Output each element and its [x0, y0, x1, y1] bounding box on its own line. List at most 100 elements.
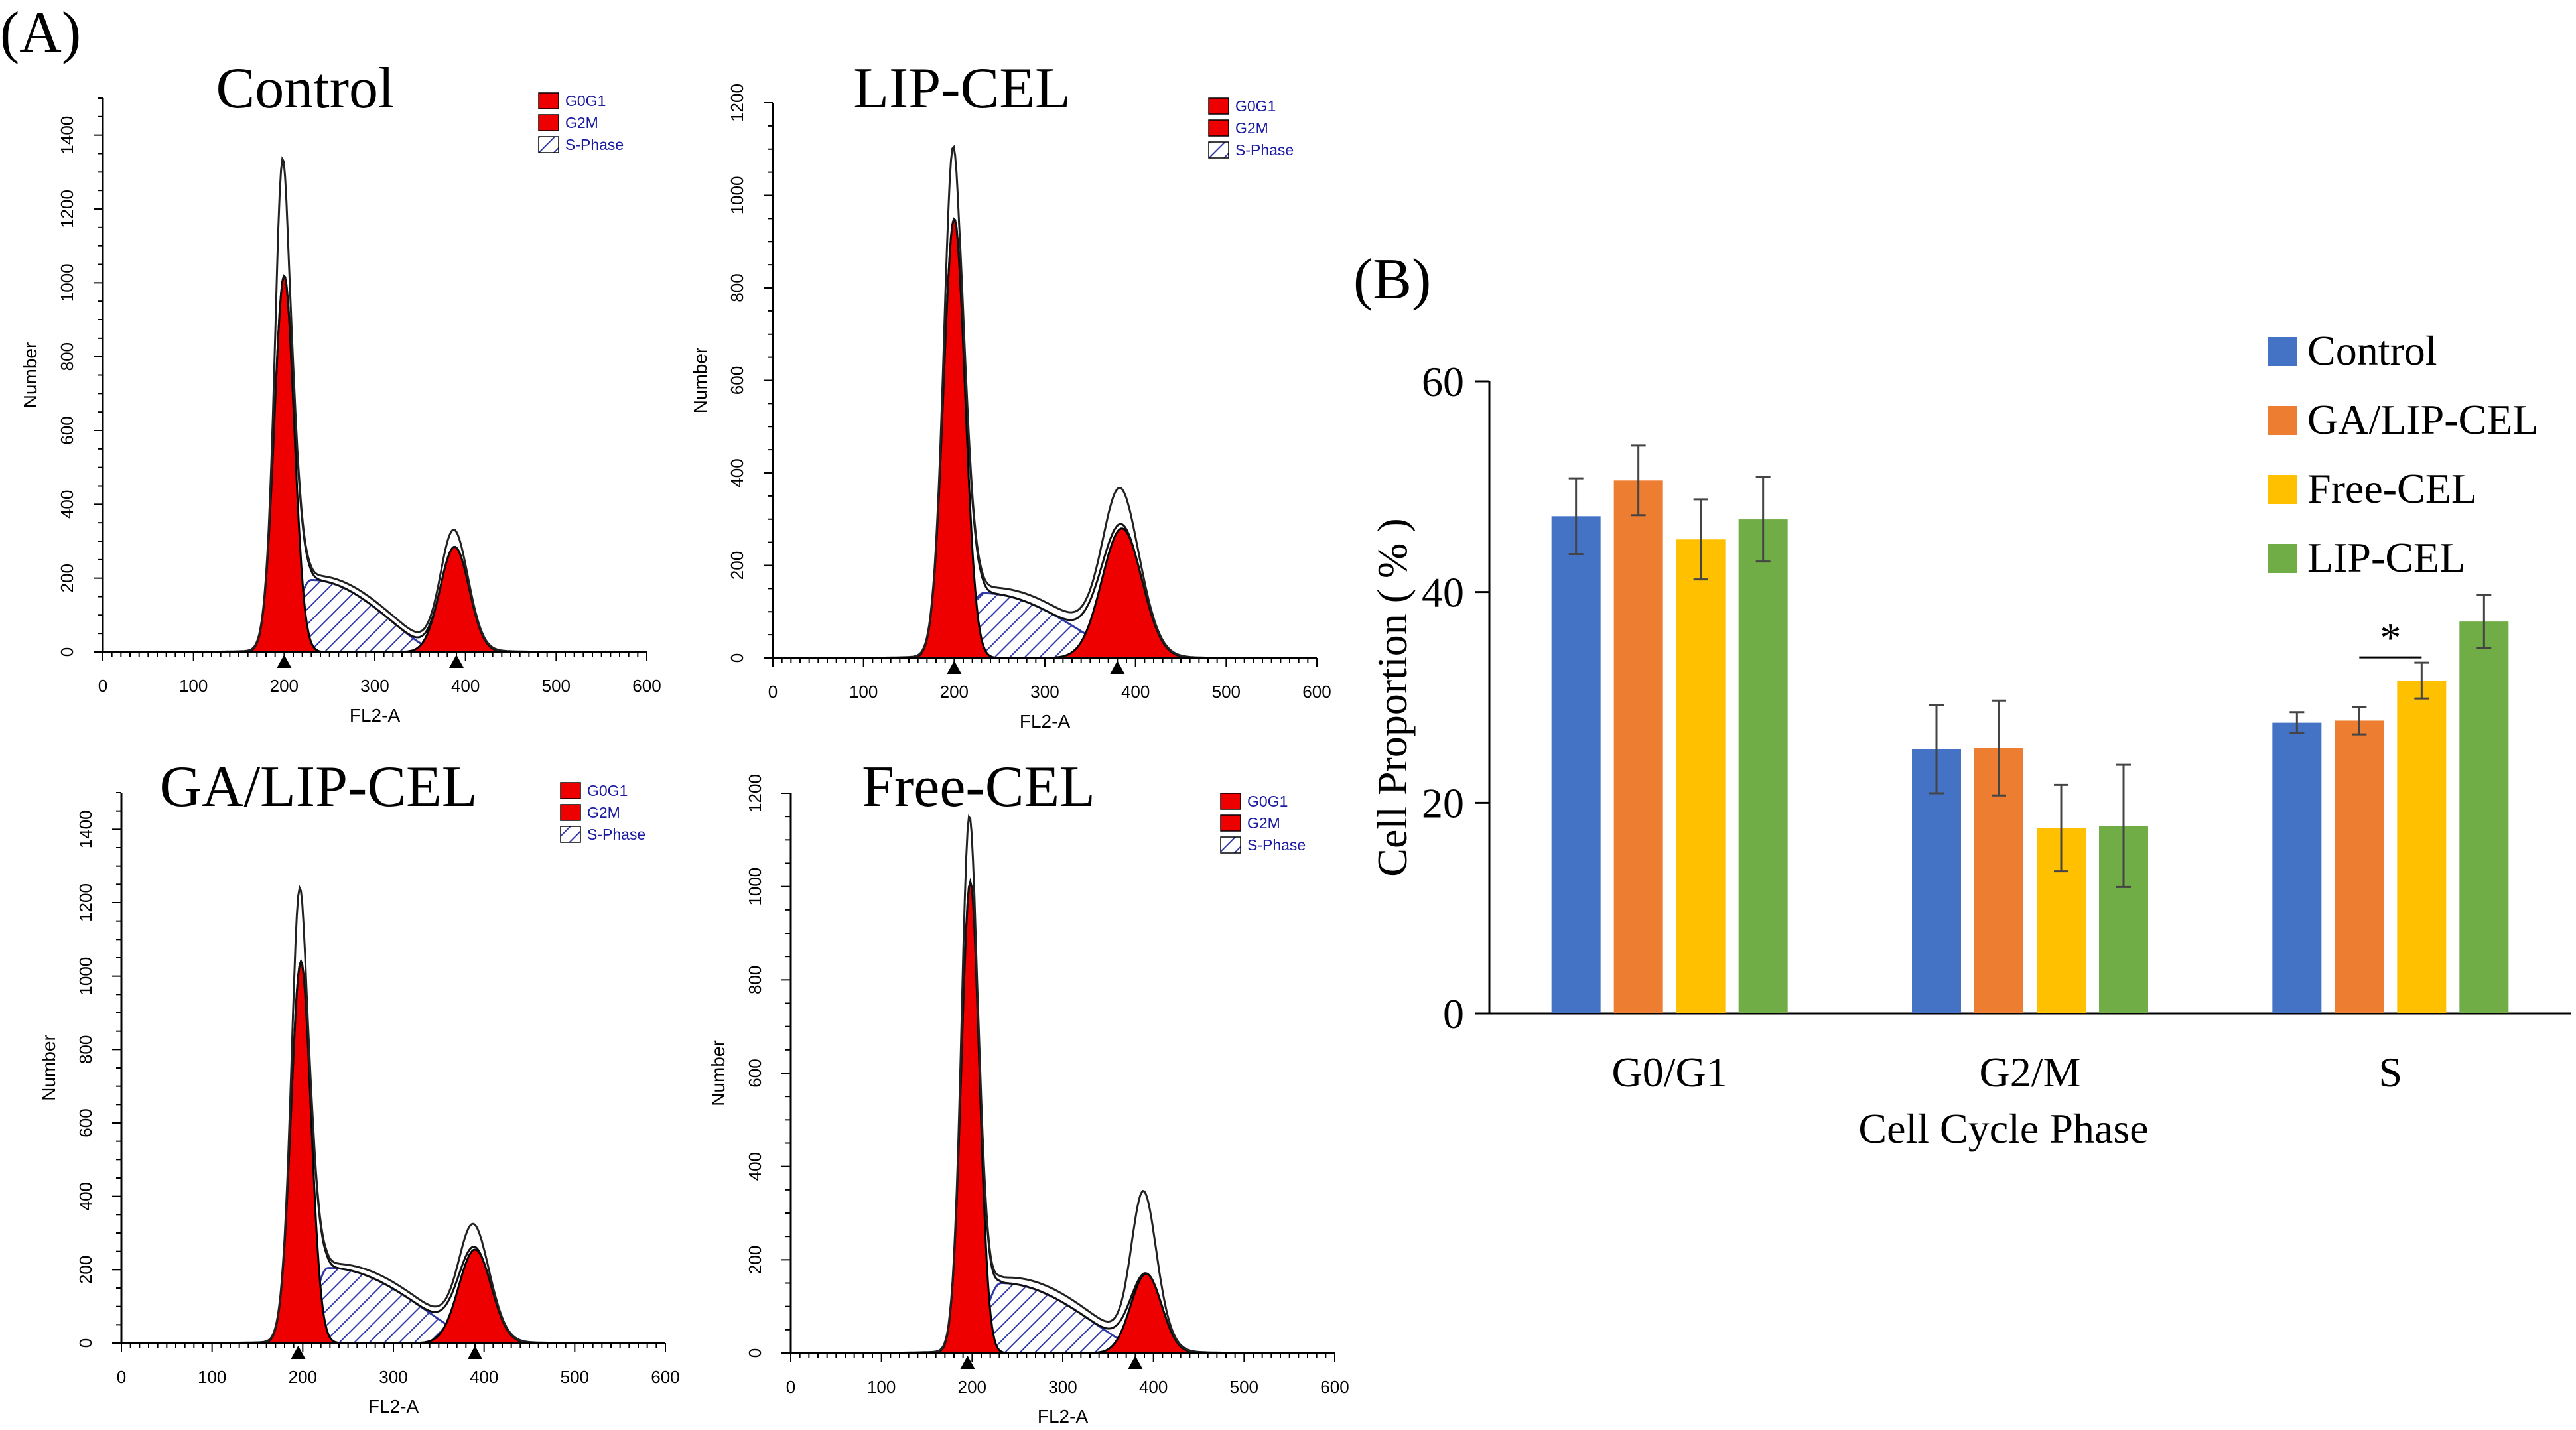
bar-y-tick-label: 40 — [1422, 569, 1464, 616]
gate-marker-icon — [277, 655, 292, 668]
y-tick-label: 400 — [57, 490, 77, 519]
x-tick-label: 400 — [1121, 682, 1150, 702]
histogram-title: Control — [216, 56, 395, 121]
histogram-lip-cel: 0 100 200 300 400 500 600 0 200 400 600 800 1000 1200… — [690, 56, 1331, 732]
gate-marker-icon — [468, 1346, 482, 1359]
g0g1-peak — [212, 274, 647, 653]
bar-lip-cel-s — [2459, 621, 2509, 1013]
bar-y-tick-label: 20 — [1422, 779, 1464, 826]
x-tick-label: 300 — [360, 676, 389, 696]
y-tick-label: 200 — [727, 551, 747, 580]
error-bar — [1992, 699, 2006, 797]
gate-marker-icon — [1110, 661, 1125, 674]
y-tick-label: 0 — [57, 647, 77, 657]
legend-swatch-s-phase — [1220, 836, 1241, 854]
bar-ga-lip-cel-g0-g1 — [1613, 480, 1663, 1013]
y-tick-label: 400 — [76, 1182, 96, 1210]
x-tick-label: 0 — [98, 676, 107, 696]
legend-swatch-control — [2268, 337, 2297, 366]
y-tick-label: 1000 — [76, 957, 96, 996]
legend-label-g0g1: G0G1 — [587, 782, 628, 799]
x-tick-label: 300 — [1048, 1377, 1077, 1397]
category-label-g2-m: G2/M — [1980, 1049, 2081, 1096]
legend-swatch-s-phase — [1208, 141, 1229, 159]
y-tick-label: 600 — [76, 1108, 96, 1137]
bar-control-g0-g1 — [1551, 516, 1601, 1013]
x-tick-label: 100 — [179, 676, 208, 696]
legend-swatch-ga-lip-cel — [2268, 406, 2297, 435]
x-tick-label: 100 — [198, 1367, 226, 1387]
panel-label-a: (A) — [0, 1, 81, 65]
histogram-ga-lip-cel: 0 100 200 300 400 500 600 0 200 400 600 800 1000 1200… — [38, 755, 680, 1417]
legend-label-g0g1: G0G1 — [1235, 98, 1276, 115]
legend-swatch-g2m — [1208, 119, 1229, 137]
error-bar — [2476, 594, 2492, 649]
y-tick-label: 0 — [745, 1348, 765, 1358]
error-bar — [2054, 783, 2068, 873]
y-tick-label: 1000 — [57, 263, 77, 302]
histogram-control: 0 100 200 300 400 500 600 0 200 400 600 800 1000 1200… — [20, 56, 661, 726]
y-tick-label: 1200 — [727, 84, 747, 122]
bar-y-tick-label: 60 — [1422, 358, 1464, 405]
legend-label-free-cel: Free-CEL — [2307, 465, 2477, 512]
error-bar — [2352, 706, 2367, 736]
y-tick-label: 400 — [727, 458, 747, 487]
legend-swatch-free-cel — [2268, 475, 2297, 504]
bar-free-cel-s — [2397, 681, 2447, 1013]
legend-swatch-g2m — [538, 114, 559, 131]
bar-x-axis-label: Cell Cycle Phase — [1858, 1105, 2148, 1152]
error-bar — [2116, 763, 2131, 888]
category-label-s: S — [2379, 1049, 2403, 1096]
x-tick-label: 0 — [117, 1367, 126, 1387]
y-tick-label: 200 — [745, 1246, 765, 1274]
x-tick-label: 500 — [1212, 682, 1241, 702]
y-tick-label: 0 — [76, 1338, 96, 1348]
legend-label-g0g1: G0G1 — [565, 92, 606, 109]
y-tick-label: 1000 — [745, 868, 765, 906]
x-tick-label: 500 — [542, 676, 571, 696]
legend-swatch-g2m — [560, 804, 581, 821]
x-tick-label: 200 — [940, 682, 969, 702]
y-tick-label: 1200 — [76, 883, 96, 922]
legend-label-g2m: G2M — [587, 804, 620, 821]
y-tick-label: 200 — [76, 1256, 96, 1284]
y-axis-label: Number — [20, 342, 40, 409]
legend-label-lip-cel: LIP-CEL — [2307, 534, 2465, 581]
x-tick-label: 100 — [867, 1377, 896, 1397]
legend-label-s-phase: S-Phase — [565, 136, 624, 153]
x-tick-label: 200 — [289, 1367, 317, 1387]
legend-label-g2m: G2M — [1247, 814, 1280, 832]
legend-swatch-g0g1 — [1208, 98, 1229, 115]
x-tick-label: 500 — [561, 1367, 589, 1387]
error-bar — [1631, 444, 1646, 517]
y-axis-label: Number — [38, 1035, 59, 1101]
y-tick-label: 1400 — [57, 116, 77, 155]
bar-control-s — [2272, 722, 2322, 1013]
x-tick-label: 200 — [958, 1377, 986, 1397]
histogram-title: LIP-CEL — [853, 56, 1071, 121]
x-tick-label: 600 — [1302, 682, 1331, 702]
y-tick-label: 600 — [745, 1059, 765, 1087]
y-tick-label: 800 — [57, 342, 77, 371]
y-tick-label: 800 — [745, 966, 765, 994]
x-axis-label: FL2-A — [1020, 711, 1071, 732]
x-tick-label: 600 — [1320, 1377, 1349, 1397]
x-tick-label: 100 — [849, 682, 878, 702]
legend-swatch-lip-cel — [2268, 544, 2297, 573]
legend-label-g2m: G2M — [565, 114, 598, 131]
y-tick-label: 400 — [745, 1152, 765, 1181]
y-axis-label: Number — [708, 1040, 728, 1106]
error-bar — [1693, 498, 1708, 581]
x-axis-label: FL2-A — [350, 705, 401, 726]
x-tick-label: 400 — [1139, 1377, 1168, 1397]
legend-label-g2m: G2M — [1235, 119, 1268, 137]
bar-ga-lip-cel-s — [2335, 720, 2384, 1013]
y-tick-label: 1200 — [745, 774, 765, 812]
x-tick-label: 600 — [632, 676, 661, 696]
histogram-title: GA/LIP-CEL — [159, 755, 477, 819]
panel-label-b: (B) — [1353, 247, 1431, 312]
x-tick-label: 400 — [470, 1367, 498, 1387]
y-tick-label: 800 — [727, 273, 747, 302]
legend-swatch-g0g1 — [560, 782, 581, 799]
